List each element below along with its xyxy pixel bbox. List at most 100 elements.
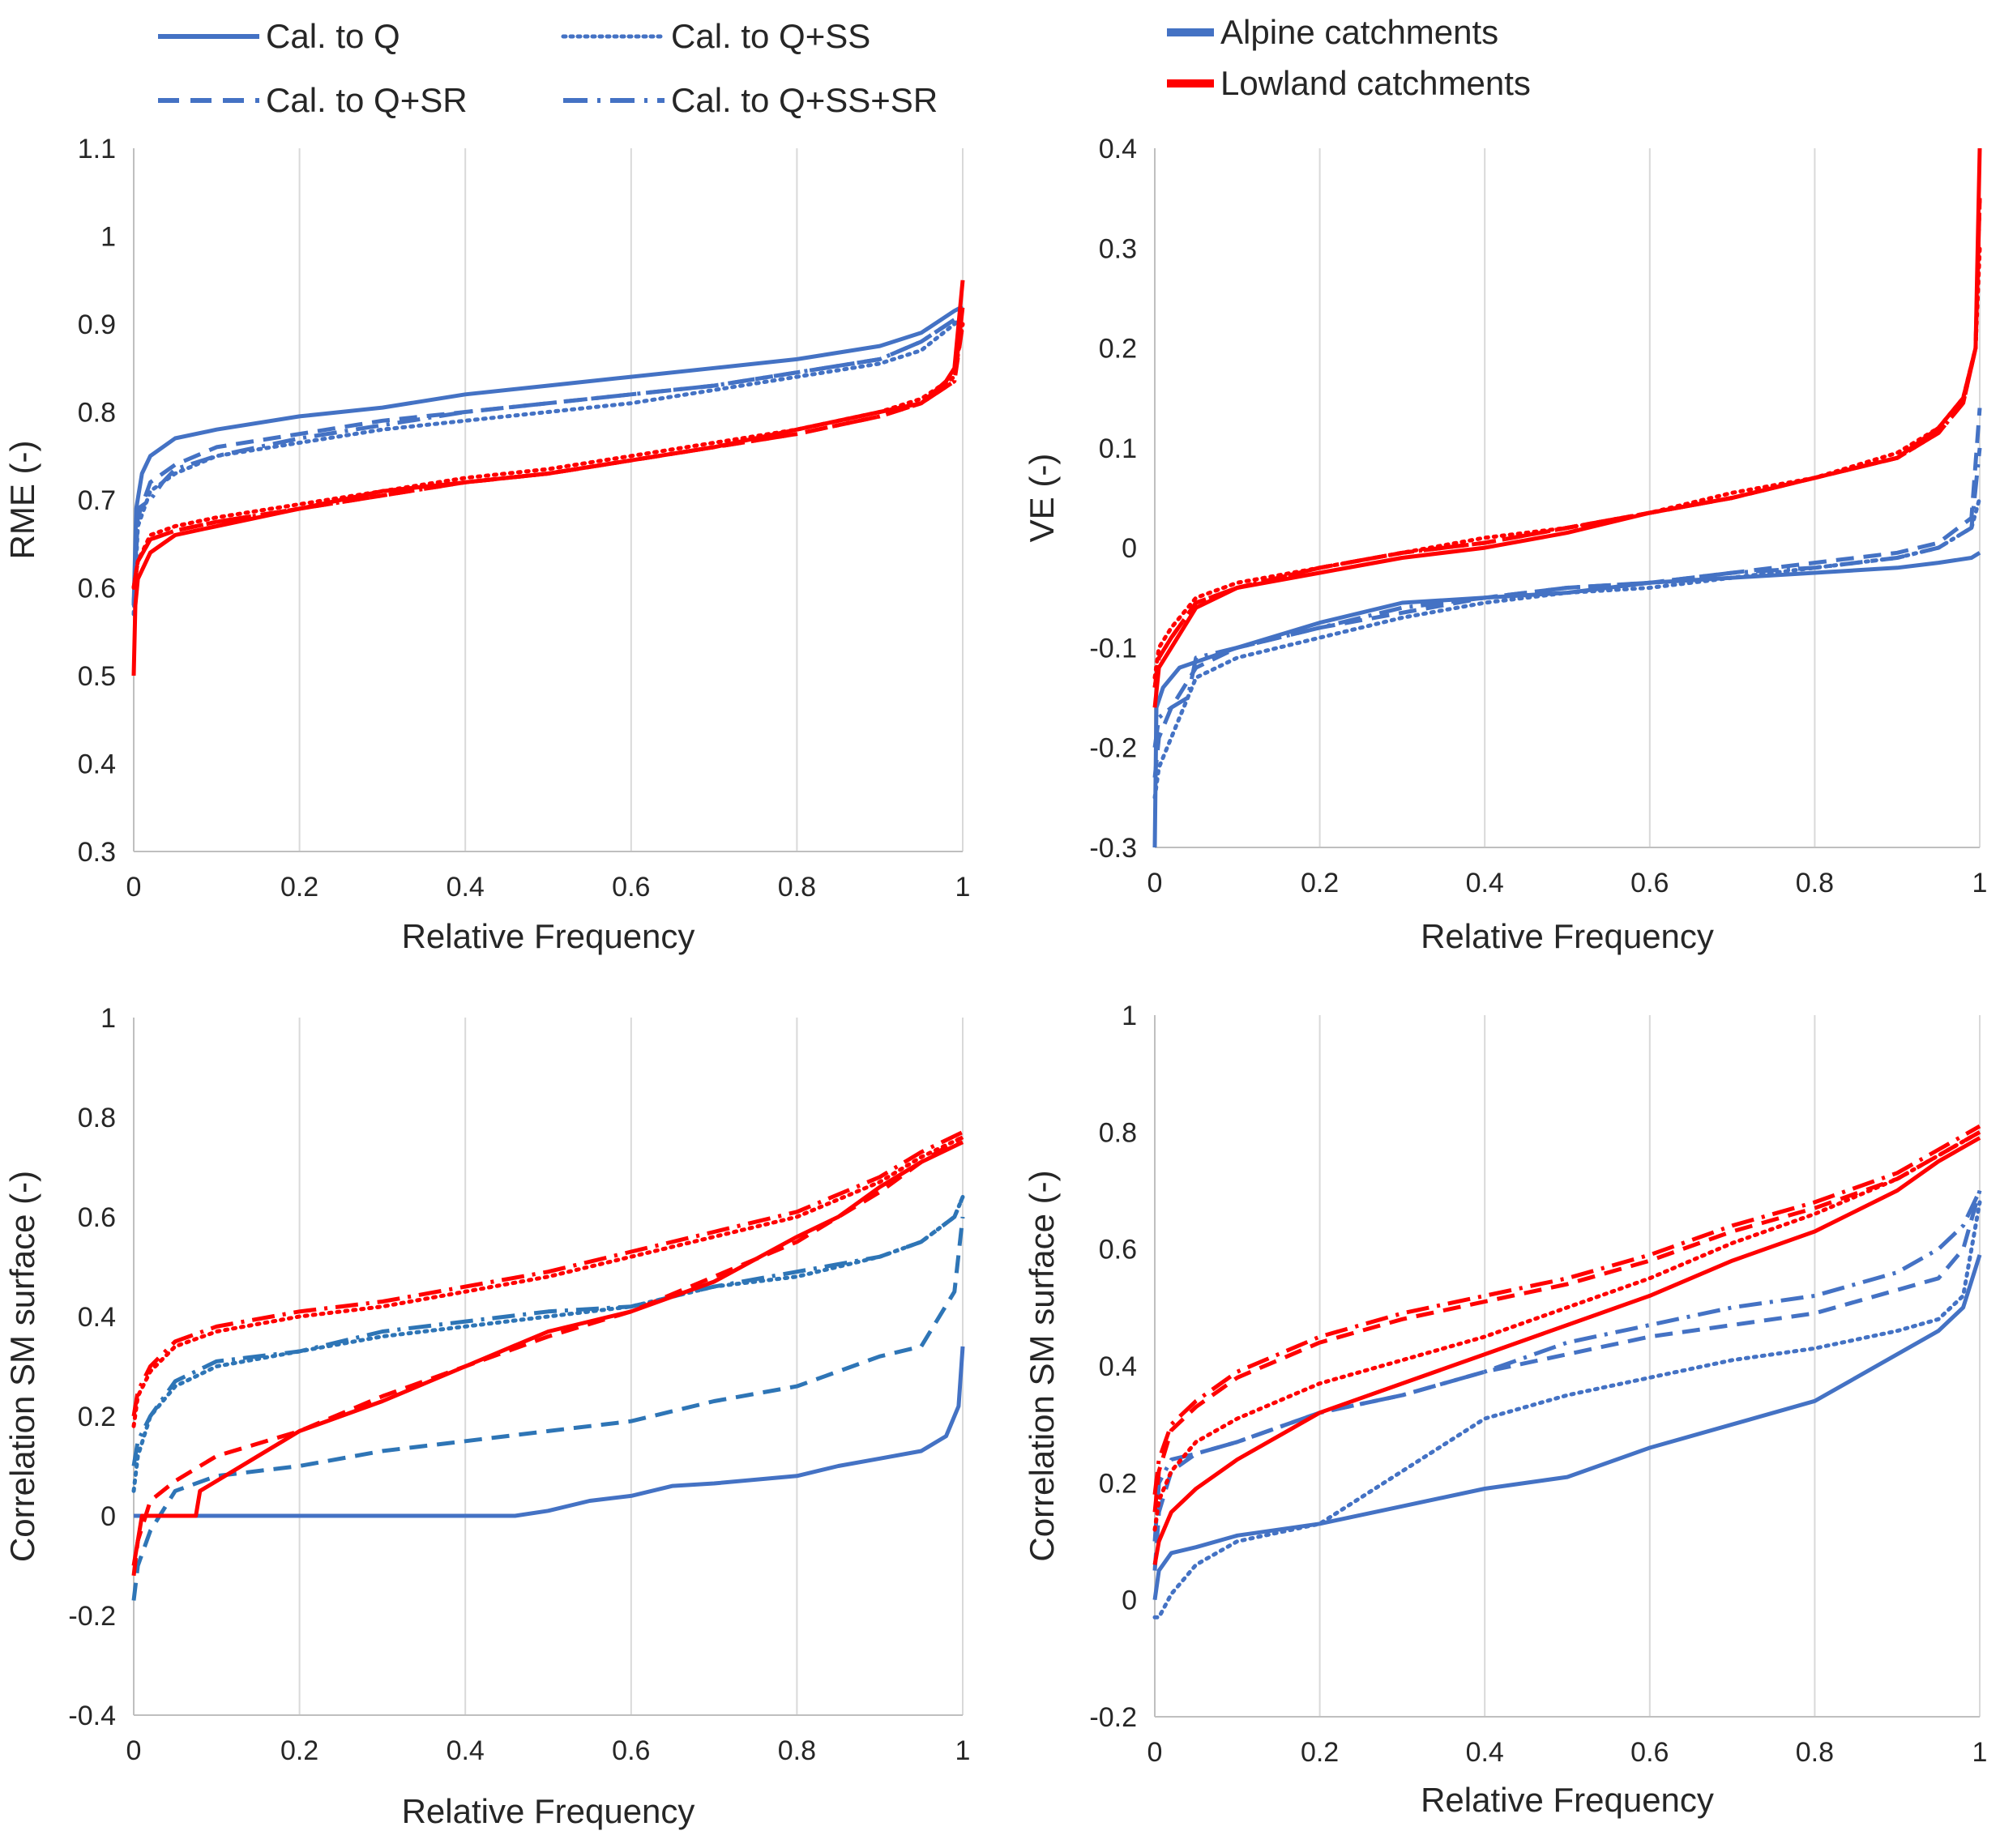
y-axis-label: Correlation SM surface (-) bbox=[1023, 1170, 1061, 1561]
series-line bbox=[131, 305, 964, 606]
y-tick-label: -0.2 bbox=[68, 1601, 116, 1632]
series-line bbox=[1152, 198, 1982, 689]
chart-corr-sm-left: 0 0.2 0.4 0.6 0.8 1 -0.4 -0.2 0 0.2 0.4 0.6 0.8 1 Rela… bbox=[3, 1003, 970, 1830]
series-line bbox=[131, 1135, 964, 1577]
series-line bbox=[1152, 447, 1982, 749]
x-tick-label: 1 bbox=[1972, 868, 1988, 898]
x-tick-label: 1 bbox=[955, 1735, 971, 1766]
legend-label-cal-q: Cal. to Q bbox=[266, 17, 400, 55]
x-tick-label: 1 bbox=[955, 872, 971, 903]
x-axis-label: Relative Frequency bbox=[1421, 917, 1714, 955]
x-tick-label: 0.8 bbox=[778, 872, 816, 903]
y-tick-label: 0.5 bbox=[78, 661, 116, 692]
series-line bbox=[1152, 551, 1981, 848]
series-line bbox=[131, 322, 965, 590]
y-tick-label: 0 bbox=[1122, 1586, 1137, 1616]
series-line bbox=[1152, 1254, 1982, 1601]
series-line bbox=[1152, 1124, 1981, 1496]
y-tick-label: 0.8 bbox=[78, 398, 116, 429]
y-tick-label: 0 bbox=[100, 1501, 116, 1532]
y-tick-label: -0.2 bbox=[1089, 1702, 1137, 1733]
y-tick-label: 0.4 bbox=[1099, 134, 1137, 164]
x-axis-label: Relative Frequency bbox=[402, 917, 695, 955]
series-line bbox=[1152, 1189, 1982, 1542]
series-line bbox=[131, 323, 965, 588]
y-tick-label: 1 bbox=[1122, 1001, 1137, 1031]
chart-ve: 0 0.2 0.4 0.6 0.8 1 -0.3 -0.2 -0.1 0 0.1 0.2 0.3 0.4 R… bbox=[1023, 134, 1987, 955]
x-tick-label: 0.8 bbox=[778, 1735, 816, 1766]
chart-corr-sm-right: 0 0.2 0.4 0.6 0.8 1 -0.2 0 0.2 0.4 0.6 0.8 1 Relative… bbox=[1023, 1001, 1987, 1819]
x-tick-label: 0.4 bbox=[447, 872, 485, 903]
x-tick-label: 0.6 bbox=[612, 872, 650, 903]
legend-label-alpine: Alpine catchments bbox=[1220, 13, 1498, 51]
y-tick-label: 0.3 bbox=[78, 837, 116, 868]
x-tick-label: 0 bbox=[126, 872, 142, 903]
series-line bbox=[1152, 198, 1982, 689]
x-tick-label: 0.6 bbox=[612, 1735, 650, 1766]
legend-label-lowland: Lowland catchments bbox=[1220, 64, 1531, 102]
series-line bbox=[1152, 1130, 1981, 1513]
chart-rme: 0 0.2 0.4 0.6 0.8 1 0.3 0.4 0.5 0.6 0.7 0.8 0.9 1 1.1 R… bbox=[3, 134, 970, 955]
y-axis-label: Correlation SM surface (-) bbox=[3, 1171, 41, 1562]
series-line bbox=[131, 1130, 964, 1417]
x-tick-label: 0.2 bbox=[1301, 868, 1339, 898]
series-line bbox=[131, 1194, 965, 1493]
y-tick-label: -0.2 bbox=[1089, 733, 1137, 764]
series-line bbox=[1152, 408, 1982, 778]
y-tick-label: 0.6 bbox=[1099, 1235, 1137, 1265]
y-tick-label: 0.4 bbox=[1099, 1351, 1137, 1382]
x-tick-label: 0.4 bbox=[447, 1735, 485, 1766]
legend-catchments: Alpine catchments Lowland catchments bbox=[1167, 13, 1531, 102]
y-tick-label: 0.1 bbox=[1099, 433, 1137, 464]
series-line bbox=[131, 1140, 964, 1566]
x-tick-label: 0.4 bbox=[1466, 868, 1504, 898]
x-tick-label: 0.2 bbox=[280, 872, 318, 903]
y-tick-label: -0.1 bbox=[1089, 633, 1137, 664]
x-tick-label: 0.6 bbox=[1630, 1737, 1669, 1768]
x-tick-label: 0.6 bbox=[1630, 868, 1669, 898]
y-tick-label: 0.2 bbox=[1099, 334, 1137, 365]
series-line bbox=[131, 313, 965, 617]
y-axis-label: VE (-) bbox=[1023, 454, 1061, 543]
series-line bbox=[131, 1135, 965, 1428]
series-line bbox=[1152, 1200, 1982, 1620]
series-line bbox=[131, 306, 965, 588]
y-tick-label: 0 bbox=[1122, 533, 1137, 564]
series-line bbox=[131, 1216, 965, 1601]
y-tick-label: 0.9 bbox=[78, 309, 116, 340]
y-tick-label: -0.3 bbox=[1089, 833, 1137, 864]
series-line bbox=[1152, 1189, 1982, 1571]
y-tick-label: 0.4 bbox=[78, 1302, 116, 1333]
series-line bbox=[134, 1346, 965, 1518]
x-tick-label: 0 bbox=[1147, 868, 1163, 898]
y-tick-label: 0.2 bbox=[78, 1402, 116, 1432]
x-tick-label: 0 bbox=[126, 1735, 142, 1766]
y-tick-label: -0.4 bbox=[68, 1701, 116, 1731]
y-tick-label: 1 bbox=[100, 1003, 116, 1034]
series-line bbox=[131, 1196, 965, 1466]
x-axis-label: Relative Frequency bbox=[1421, 1781, 1714, 1819]
series-line bbox=[131, 280, 965, 676]
series-line bbox=[1152, 147, 1982, 708]
x-tick-label: 0.2 bbox=[1301, 1737, 1339, 1768]
x-tick-label: 0.2 bbox=[280, 1735, 318, 1766]
legend-label-cal-q-ss: Cal. to Q+SS bbox=[671, 17, 870, 55]
y-tick-label: 1.1 bbox=[78, 134, 116, 164]
series-line bbox=[1152, 245, 1982, 680]
legend-label-cal-q-ss-sr: Cal. to Q+SS+SR bbox=[671, 81, 938, 119]
x-tick-label: 0.8 bbox=[1796, 1737, 1834, 1768]
legend-calibration: Cal. to Q Cal. to Q+SS Cal. to Q+SR Cal.… bbox=[158, 17, 938, 119]
series-line bbox=[1152, 496, 1982, 800]
x-tick-label: 1 bbox=[1972, 1737, 1988, 1768]
y-tick-label: 0.3 bbox=[1099, 233, 1137, 264]
y-tick-label: 0.8 bbox=[78, 1103, 116, 1133]
series-line bbox=[131, 313, 964, 606]
x-axis-label: Relative Frequency bbox=[402, 1792, 695, 1830]
x-tick-label: 0.8 bbox=[1796, 868, 1834, 898]
series-line bbox=[131, 313, 964, 606]
y-tick-label: 0.8 bbox=[1099, 1117, 1137, 1148]
x-tick-label: 0.4 bbox=[1466, 1737, 1504, 1768]
y-tick-label: 0.7 bbox=[78, 485, 116, 516]
y-tick-label: 0.4 bbox=[78, 749, 116, 780]
